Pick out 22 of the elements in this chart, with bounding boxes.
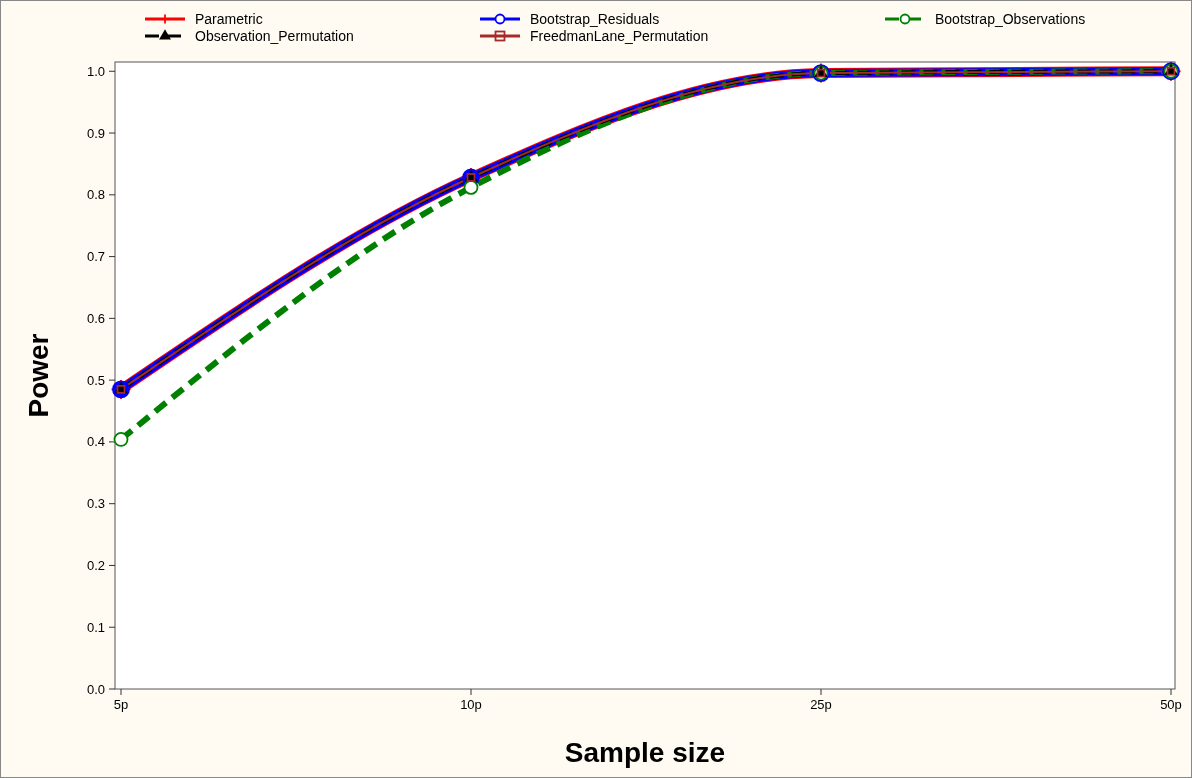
legend-label: Observation_Permutation xyxy=(195,27,354,44)
legend-label: Parametric xyxy=(195,10,263,27)
x-tick-label: 10p xyxy=(460,697,482,712)
y-tick-label: 0.1 xyxy=(86,619,105,635)
y-tick-label: 1.0 xyxy=(86,63,105,79)
y-tick-label: 0.4 xyxy=(86,434,105,450)
x-tick-label: 5p xyxy=(113,697,129,712)
y-tick-label: 0.3 xyxy=(86,496,105,512)
x-tick-label: 50p xyxy=(1160,697,1182,712)
y-tick-label: 0.6 xyxy=(86,310,105,326)
y-tick-label: 0.5 xyxy=(86,372,105,388)
x-axis-title: Sample size xyxy=(564,737,726,768)
y-axis-title: Power xyxy=(23,333,54,418)
legend-label: Bootstrap_Residuals xyxy=(530,10,660,27)
y-tick-label: 0.2 xyxy=(86,558,105,573)
x-tick-label: 25p xyxy=(810,697,832,712)
y-tick-label: 0.8 xyxy=(86,187,105,203)
legend-label: Bootstrap_Observations xyxy=(935,10,1086,27)
legend-label: FreedmanLane_Permutation xyxy=(530,27,709,44)
y-tick-label: 0.9 xyxy=(86,125,105,141)
y-tick-label: 0.0 xyxy=(86,681,105,697)
y-tick-label: 0.7 xyxy=(86,249,105,265)
